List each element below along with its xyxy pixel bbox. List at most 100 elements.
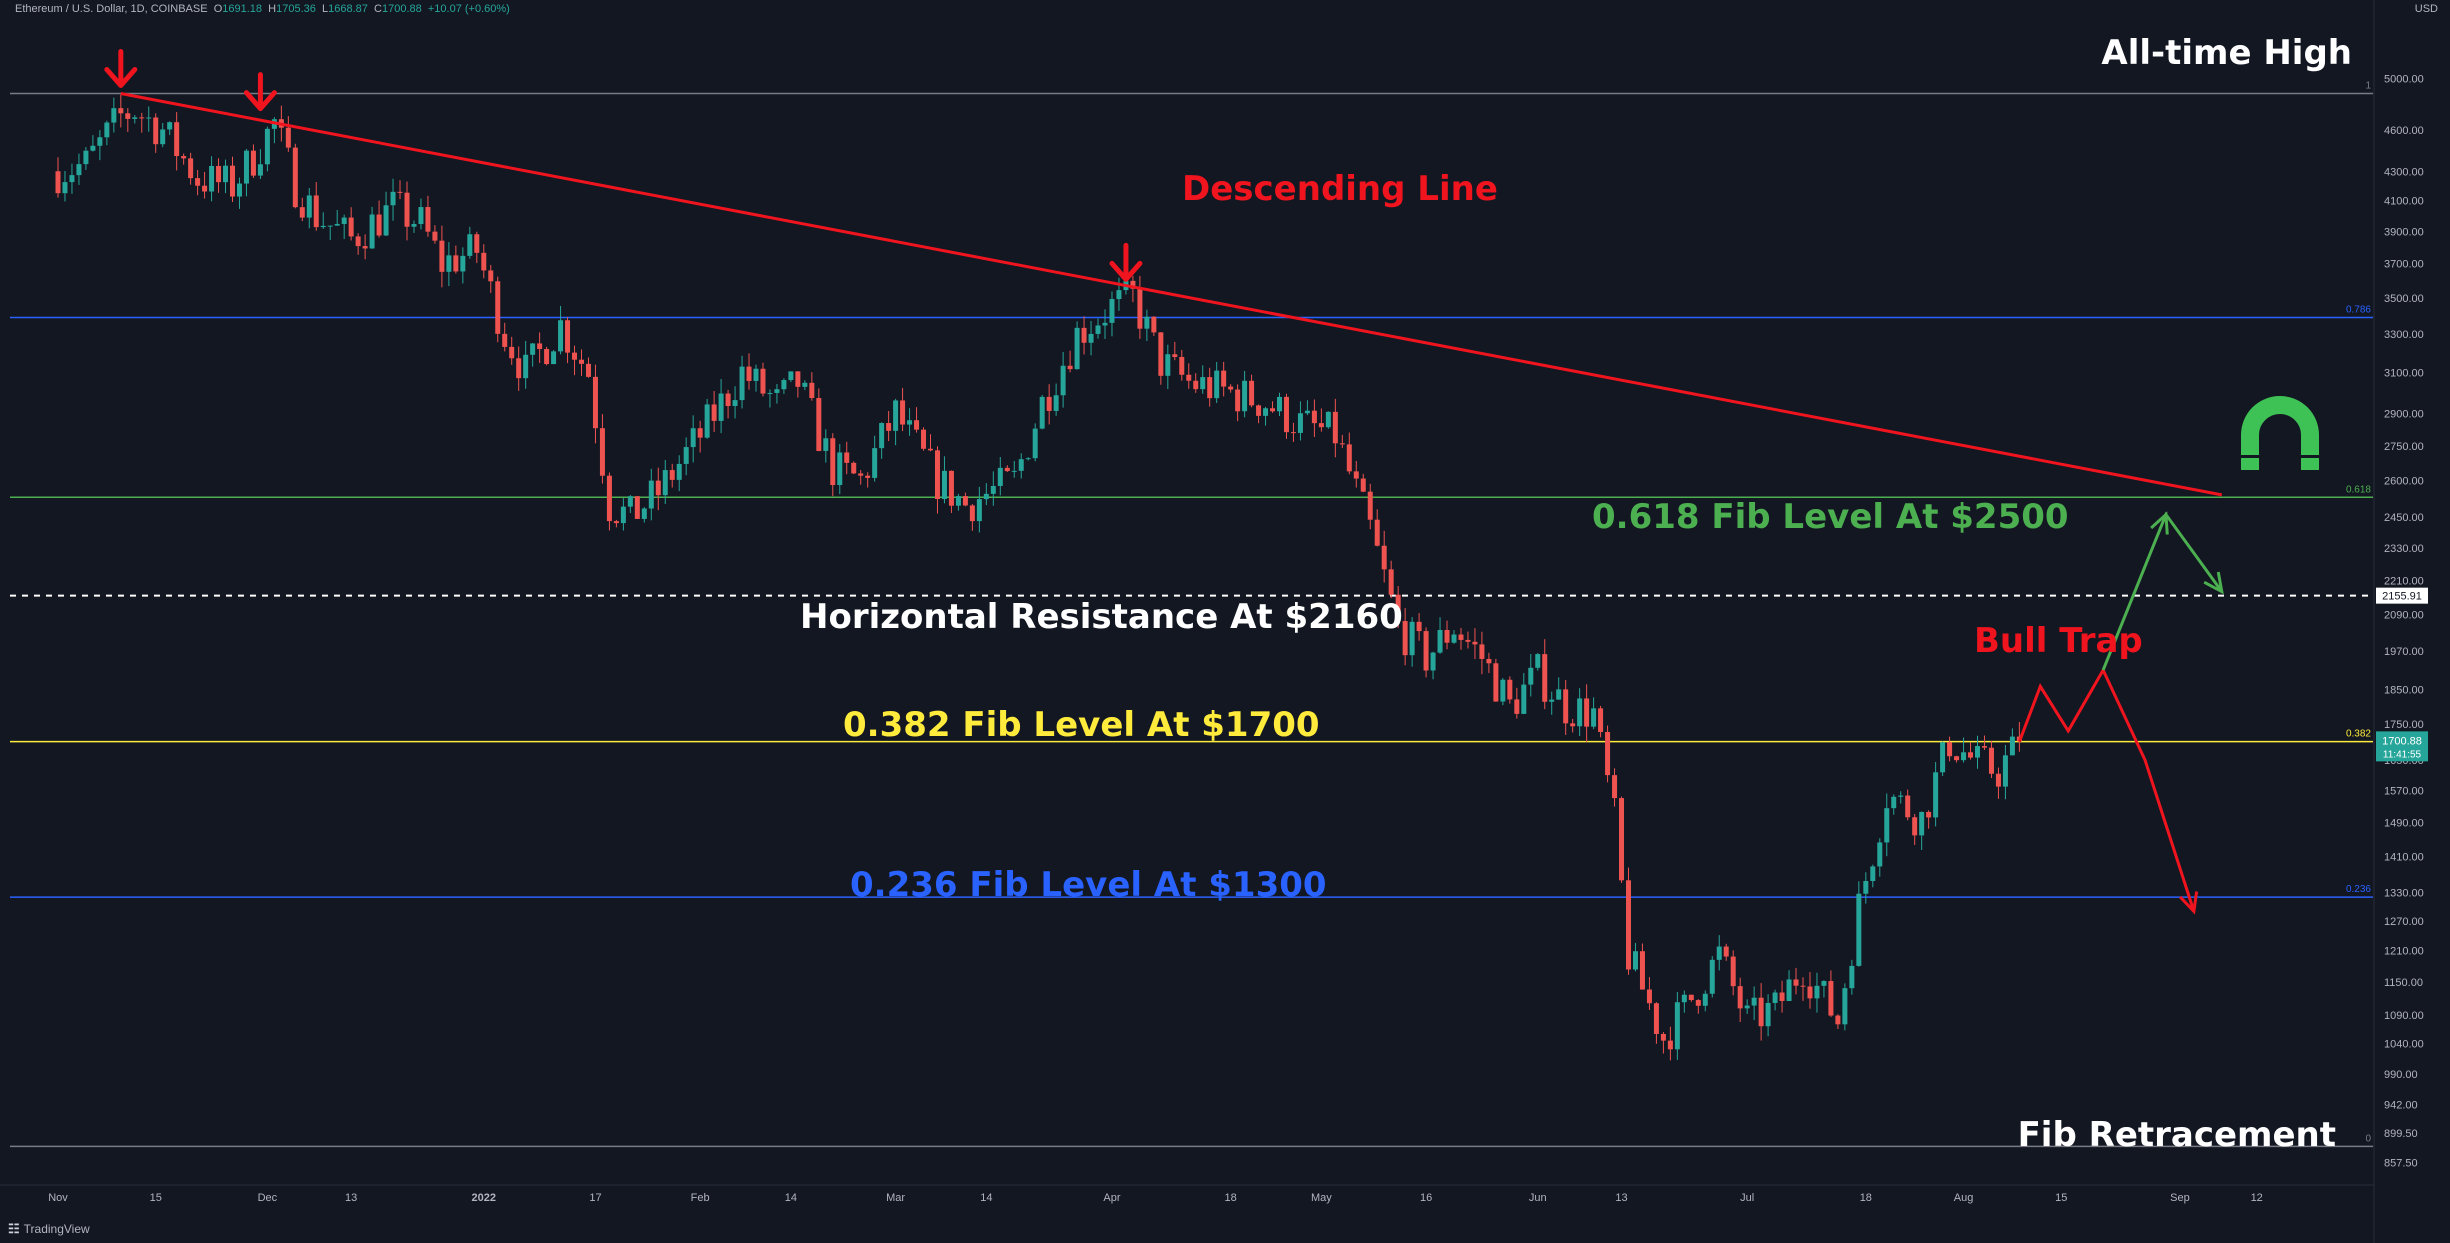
candle-body (502, 333, 508, 347)
candle-body (243, 150, 249, 184)
y-tick-label: 3300.00 (2384, 329, 2424, 341)
candle-body (1793, 979, 1799, 986)
candle-body (579, 359, 584, 364)
candle-body (1339, 443, 1345, 445)
candle-body (613, 521, 619, 524)
candle-body (1200, 377, 1206, 390)
candle-body (446, 255, 452, 272)
candle-body (188, 158, 194, 179)
candle-body (1053, 395, 1059, 411)
candle-body (1207, 377, 1213, 399)
candle-body (1619, 798, 1625, 881)
candle-body (355, 236, 361, 247)
x-tick-label: 18 (1225, 1192, 1237, 1204)
candle-body (767, 392, 773, 394)
x-tick-label: Dec (258, 1192, 278, 1204)
candle-body (1856, 893, 1862, 966)
candle-body (1479, 644, 1485, 659)
chart-symbol-header: Ethereum / U.S. Dollar, 1D, COINBASE O16… (15, 3, 510, 15)
y-tick-label: 4600.00 (2384, 125, 2424, 137)
candle-body (1067, 365, 1073, 370)
y-tick-label: 1750.00 (2384, 719, 2424, 731)
candle-body (1919, 811, 1925, 836)
candle-body (1842, 988, 1848, 1025)
candle-body (1311, 410, 1317, 424)
candle-body (983, 493, 989, 500)
candle-body (1646, 989, 1652, 1004)
candle-body (432, 231, 438, 241)
candle-body (718, 393, 724, 421)
candle-body (599, 428, 605, 476)
candle-body (1639, 951, 1645, 990)
candle-body (1612, 775, 1618, 799)
candle-body (1304, 410, 1310, 414)
logo-foot-left (2241, 458, 2259, 470)
candle-body (1667, 1040, 1673, 1050)
candle-body (1912, 817, 1918, 836)
candle-body (1681, 994, 1687, 1003)
candle-body (1158, 332, 1164, 376)
candle-body (1807, 986, 1813, 999)
candle-body (1346, 444, 1352, 472)
candle-body (655, 480, 661, 496)
candle-body (865, 475, 871, 478)
y-tick-label: 3100.00 (2384, 367, 2424, 379)
candle-body (1004, 467, 1010, 472)
candle-body (1018, 459, 1024, 471)
candle-body (1626, 880, 1631, 970)
candle-body (460, 255, 466, 272)
x-tick-label: 15 (150, 1192, 162, 1204)
x-tick-label: Jun (1529, 1192, 1547, 1204)
x-tick-label: Feb (691, 1192, 710, 1204)
candle-body (627, 496, 633, 507)
candle-body (893, 400, 899, 431)
candle-body (1821, 981, 1827, 986)
candle-body (858, 473, 864, 476)
candle-body (725, 393, 731, 406)
candle-body (1402, 621, 1408, 656)
bull-trap-projection (2017, 666, 2196, 912)
candle-body (1947, 742, 1953, 757)
candle-body (1598, 708, 1604, 732)
close-value: 1700.88 (381, 3, 422, 15)
candle-body (1074, 327, 1080, 370)
candle-body (1981, 746, 1987, 748)
tradingview-footer[interactable]: ☷ TradingView (8, 1221, 90, 1237)
candle-body (565, 320, 571, 353)
candle-body (844, 452, 850, 463)
candle-body (313, 195, 319, 228)
logo-foot-right (2301, 458, 2319, 470)
candle-body (153, 117, 159, 145)
candle-body (1165, 354, 1171, 376)
candle-body (1360, 478, 1366, 492)
candle-body (69, 175, 75, 183)
candle-body (1102, 322, 1108, 326)
candle-body (1374, 519, 1380, 546)
candle-body (1968, 752, 1974, 758)
candle-body (1011, 470, 1017, 472)
low-label: L (322, 3, 329, 15)
candle-body (1800, 985, 1806, 987)
candle-body (1353, 471, 1359, 479)
candle-body (1549, 699, 1555, 702)
candle-body (662, 470, 668, 496)
candle-body (732, 400, 738, 406)
candle-body (132, 117, 138, 119)
y-tick-label: 1330.00 (2384, 888, 2424, 900)
candle-body (425, 207, 431, 232)
candle-body (1905, 795, 1911, 818)
fib-retracement-label: Fib Retracement (2018, 1115, 2336, 1155)
candle-body (585, 363, 591, 377)
candle-body (1367, 491, 1373, 520)
candle-body (530, 343, 536, 355)
candle-body (1961, 752, 1967, 761)
y-tick-label: 942.00 (2384, 1100, 2418, 1112)
candle-body (1653, 1003, 1659, 1034)
candle-body (830, 438, 836, 486)
resistance-price-label: 2155.91 (2382, 591, 2422, 603)
candle-body (1584, 698, 1590, 727)
current-price-label: 1700.88 (2382, 735, 2422, 747)
candle-body (1458, 634, 1464, 640)
candle-body (551, 351, 557, 365)
